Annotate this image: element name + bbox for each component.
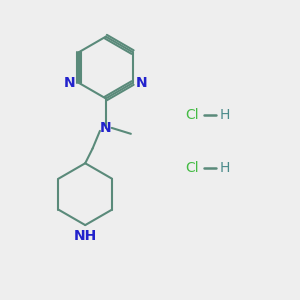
Text: Cl: Cl xyxy=(185,161,199,175)
Text: H: H xyxy=(219,108,230,122)
Text: Cl: Cl xyxy=(185,108,199,122)
Text: NH: NH xyxy=(74,229,97,243)
Text: N: N xyxy=(64,76,76,90)
Text: N: N xyxy=(100,121,112,135)
Text: H: H xyxy=(219,161,230,175)
Text: N: N xyxy=(136,76,148,90)
